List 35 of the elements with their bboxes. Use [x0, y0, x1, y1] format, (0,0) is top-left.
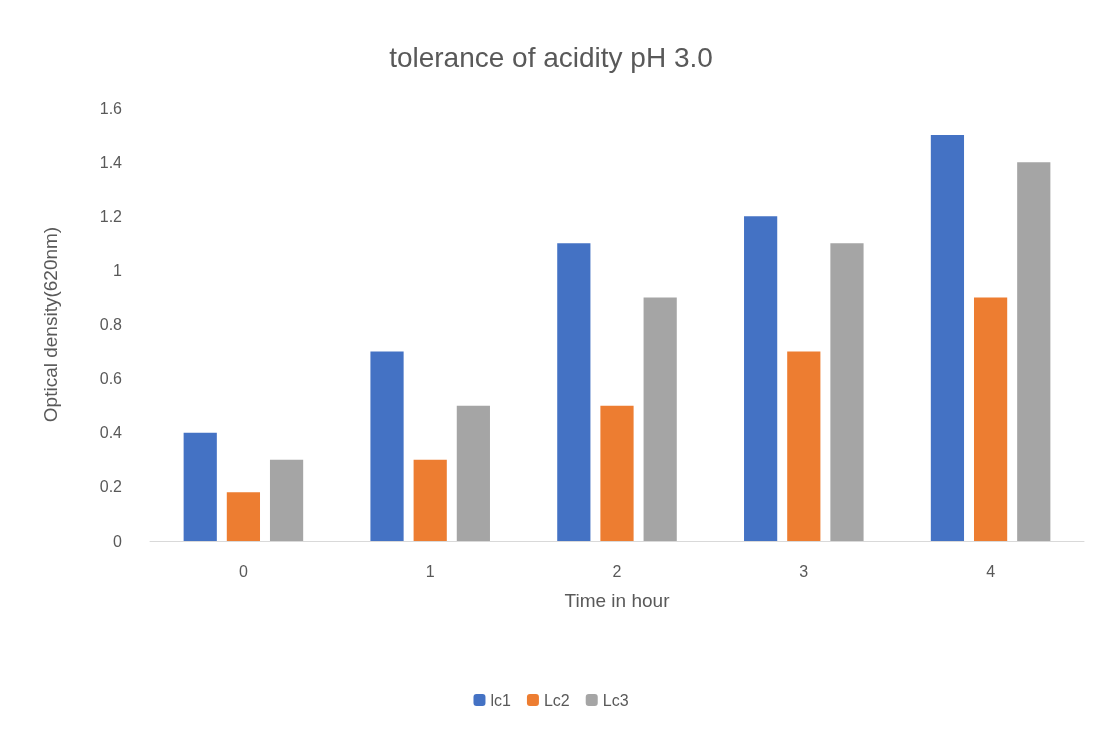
- y-tick-label: 0.6: [99, 370, 123, 388]
- bar: [557, 243, 591, 541]
- bar: [183, 432, 217, 541]
- bar: [226, 492, 260, 541]
- x-tick-label: 1: [425, 562, 435, 580]
- y-tick-label: 1.2: [99, 207, 123, 225]
- x-tick-label: 0: [238, 562, 248, 580]
- bar: [269, 459, 304, 541]
- y-axis-title: Optical density(620nm): [40, 226, 61, 423]
- bar: [830, 243, 864, 541]
- legend-label: Lc2: [543, 691, 570, 709]
- bar: [600, 405, 634, 541]
- y-tick-label: 1: [113, 261, 123, 279]
- bar: [370, 351, 404, 541]
- bar: [744, 216, 778, 541]
- bar: [456, 405, 490, 541]
- y-tick-label: 0.8: [99, 316, 123, 333]
- bar: [787, 351, 821, 541]
- bar: [1017, 162, 1051, 541]
- bar: [643, 297, 677, 541]
- x-tick-label: 4: [986, 562, 996, 580]
- y-tick-label: 0.2: [99, 478, 123, 496]
- y-tick-label: 1.4: [99, 153, 123, 171]
- bar: [930, 135, 965, 541]
- x-tick-label: 2: [612, 562, 622, 580]
- x-tick-label: 3: [799, 562, 809, 580]
- y-tick-label: 1.6: [99, 99, 123, 117]
- x-axis-title: Time in hour: [564, 590, 671, 611]
- y-tick-label: 0: [113, 532, 123, 550]
- bar: [413, 459, 447, 541]
- legend-label: lc1: [490, 691, 512, 709]
- legend-label: Lc3: [602, 691, 629, 709]
- bar: [974, 297, 1008, 541]
- chart-title: tolerance of acidity pH 3.0: [389, 41, 713, 73]
- y-tick-label: 0.4: [99, 424, 123, 442]
